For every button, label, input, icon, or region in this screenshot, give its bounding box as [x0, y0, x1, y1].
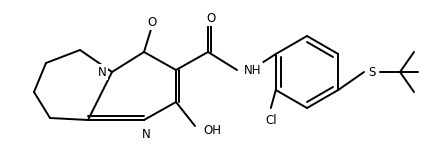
Text: N: N: [142, 128, 151, 141]
Text: NH: NH: [244, 64, 262, 76]
Text: N: N: [98, 66, 107, 78]
Text: Cl: Cl: [265, 114, 276, 127]
Text: O: O: [206, 12, 216, 24]
Text: OH: OH: [203, 123, 221, 136]
Text: S: S: [368, 66, 376, 78]
Text: O: O: [148, 16, 156, 29]
